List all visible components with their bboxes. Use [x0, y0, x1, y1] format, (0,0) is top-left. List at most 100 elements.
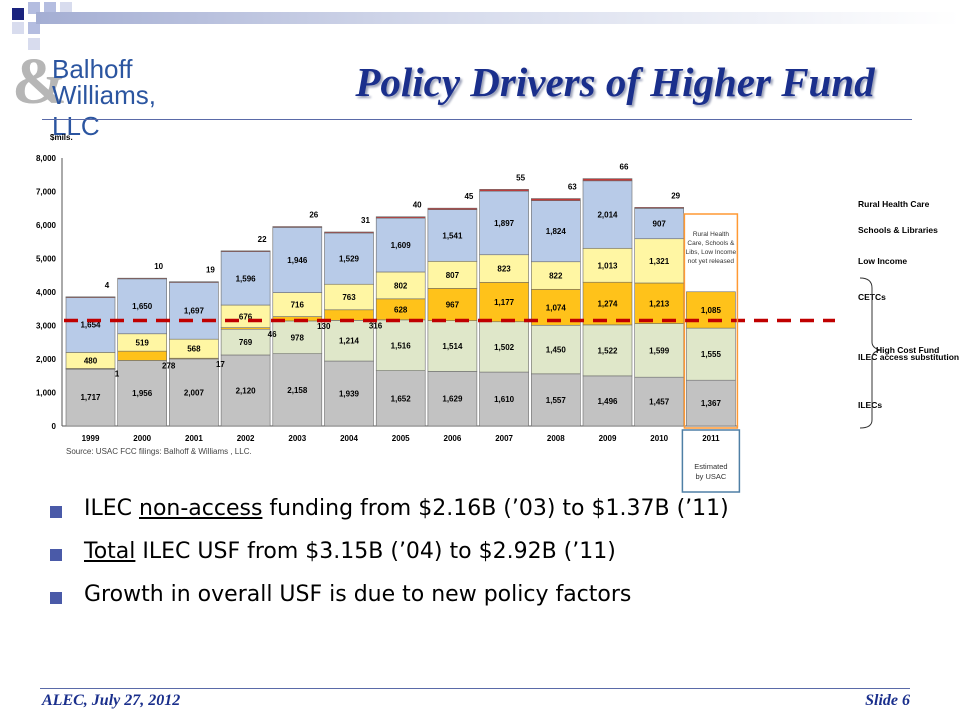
header-bar — [36, 12, 960, 24]
bar-rural-health-care-2007 — [479, 189, 529, 192]
bar-schools-libraries-2001 — [169, 282, 219, 340]
x-tick-label: 2002 — [237, 434, 255, 443]
data-label: 66 — [620, 163, 629, 172]
bar-ilecs-1999 — [65, 368, 116, 427]
data-label: 26 — [309, 211, 318, 220]
bar-rural-health-care-2006 — [427, 207, 478, 210]
legend-label: Schools & Libraries — [858, 225, 938, 235]
data-label: 1,496 — [597, 397, 618, 406]
bar-ilec-access-substitution-2008 — [530, 324, 581, 375]
data-label: 716 — [291, 301, 305, 310]
x-tick-label: 2007 — [495, 434, 513, 443]
data-label: 1,514 — [442, 342, 463, 351]
data-label: 967 — [446, 301, 460, 310]
bar-rural-health-care-2009 — [582, 178, 633, 182]
data-label: 316 — [369, 321, 383, 330]
data-label: 1,939 — [339, 390, 360, 399]
decor-square — [12, 8, 24, 20]
bullet-marker — [50, 549, 62, 561]
bar-cetcs-2009 — [582, 281, 633, 326]
data-label: 22 — [258, 235, 267, 244]
estimate-note-text: Estimated — [694, 462, 727, 471]
y-tick-label: 8,000 — [36, 154, 57, 163]
data-label: 568 — [187, 345, 201, 354]
estimate-note-box — [681, 429, 741, 493]
high-cost-fund-label: High Cost Fund — [876, 345, 939, 355]
bullet-list: ILEC non-access funding from $2.16B (’03… — [50, 496, 930, 625]
legend-label: ILECs — [858, 400, 882, 410]
bar-low-income-2006 — [427, 260, 478, 289]
bar-ilecs-2004 — [324, 360, 374, 427]
data-label: 1,610 — [494, 395, 515, 404]
x-tick-label: 2000 — [133, 434, 151, 443]
data-label: 2,007 — [184, 388, 205, 397]
data-label: 46 — [268, 330, 277, 339]
legend-label: Rural Health Care — [858, 199, 930, 209]
data-label: 802 — [394, 281, 408, 290]
data-label: 978 — [291, 333, 305, 342]
bullet-text-underlined: non-access — [139, 496, 263, 521]
decor-square — [28, 22, 40, 34]
data-label: 2,014 — [597, 211, 618, 220]
bar-ilec-access-substitution-2011 — [686, 327, 736, 381]
bar-rural-health-care-2008 — [530, 198, 581, 201]
footer-event-date: ALEC, July 27, 2012 — [42, 692, 181, 709]
data-label: 2,158 — [287, 386, 308, 395]
bar-cetcs-2006 — [427, 288, 478, 322]
slide-title: Policy Drivers of Higher Fund — [355, 59, 875, 105]
bar-schools-libraries-2009 — [582, 180, 633, 249]
bar-rural-health-care-1999 — [65, 296, 116, 298]
data-label: 1,629 — [442, 395, 463, 404]
bar-rural-health-care-2000 — [117, 277, 167, 280]
bullet-marker — [50, 592, 62, 604]
data-label: 1,516 — [391, 341, 412, 350]
data-label: 31 — [361, 216, 370, 225]
data-label: 63 — [568, 183, 577, 192]
data-label: 29 — [671, 191, 680, 200]
data-label: 19 — [206, 266, 215, 275]
data-label: 1,824 — [546, 227, 567, 236]
x-tick-label: 2005 — [392, 434, 410, 443]
data-label: 4 — [105, 281, 110, 290]
bar-cetcs-2010 — [634, 282, 685, 324]
bar-schools-libraries-2004 — [324, 232, 374, 285]
data-label: 1,013 — [597, 261, 618, 270]
bar-low-income-2009 — [582, 247, 633, 283]
usf-stacked-bar-chart: $mils. 0 1,000 2,000 3,000 4,000 5,000 6,000 7,0… — [36, 133, 959, 493]
footer-slide-number: Slide 6 — [865, 692, 910, 709]
bullet-text: funding from $2.16B (’03) to $1.37B (’11… — [262, 496, 729, 521]
data-label: 1,541 — [442, 231, 463, 240]
bullet-item: Growth in overall USF is due to new poli… — [50, 582, 930, 625]
data-label: 1,717 — [80, 393, 101, 402]
logo-name-line1: Balhoff — [52, 54, 133, 84]
bar-cetcs-2000 — [117, 350, 167, 361]
data-label: 2,120 — [236, 386, 257, 395]
bar-ilecs-2008 — [530, 373, 581, 427]
data-label: 1,213 — [649, 299, 670, 308]
data-label: 1,502 — [494, 343, 515, 352]
y-tick-label: 3,000 — [36, 322, 57, 331]
estimate-note-text: by USAC — [695, 472, 726, 481]
bar-ilecs-2006 — [427, 371, 478, 427]
bar-schools-libraries-2002 — [220, 251, 271, 306]
corner-decoration — [0, 0, 76, 56]
data-label: 278 — [162, 361, 176, 370]
x-tick-label: 2010 — [650, 434, 668, 443]
bullet-text: ILEC USF from $3.15B (’04) to $2.92B (’1… — [135, 539, 616, 564]
data-label: 1,609 — [391, 241, 412, 250]
y-tick-label: 5,000 — [36, 255, 57, 264]
bar-ilec-access-substitution-2005 — [375, 319, 426, 371]
data-label: 1,529 — [339, 255, 360, 264]
data-label: 1,652 — [391, 394, 412, 403]
data-label: 628 — [394, 305, 408, 314]
data-label: 1,650 — [132, 302, 153, 311]
x-tick-label: 2004 — [340, 434, 358, 443]
bullet-item: Total ILEC USF from $3.15B (’04) to $2.9… — [50, 539, 930, 582]
y-axis-unit-label: $mils. — [50, 133, 73, 142]
data-label: 45 — [464, 192, 473, 201]
data-label: 763 — [342, 293, 356, 302]
y-tick-label: 0 — [52, 422, 57, 431]
data-label: 676 — [239, 312, 253, 321]
data-label: 1,457 — [649, 398, 670, 407]
bar-ilec-access-substitution-2003 — [272, 320, 323, 355]
